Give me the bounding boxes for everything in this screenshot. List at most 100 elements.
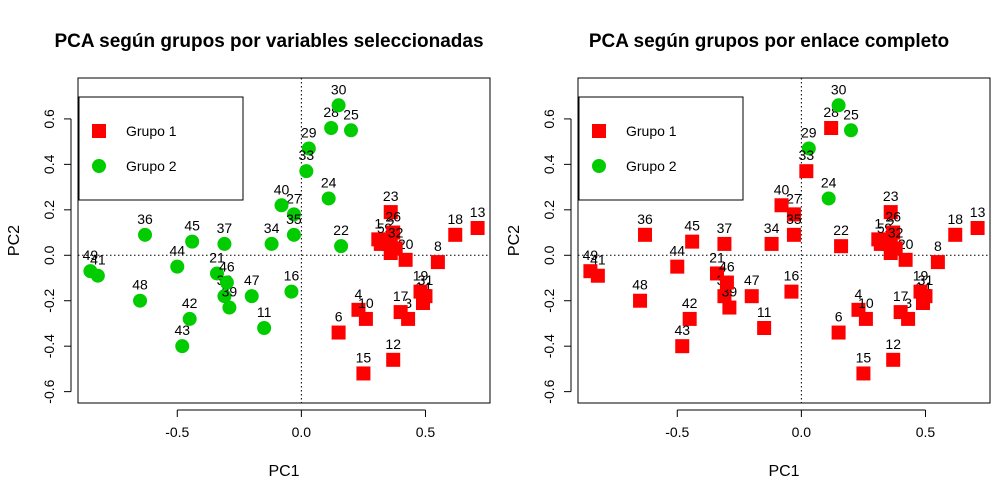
- data-point-grupo-2: [831, 98, 846, 113]
- data-point-grupo-2: [821, 191, 836, 206]
- point-label: 15: [356, 349, 372, 365]
- point-label: 11: [257, 304, 272, 320]
- point-label: 31: [918, 272, 934, 288]
- legend-label: Grupo 1: [126, 123, 177, 139]
- data-point-grupo-1: [470, 221, 485, 235]
- point-label: 2: [387, 215, 395, 231]
- point-label: 30: [831, 81, 847, 97]
- point-label: 46: [219, 259, 235, 275]
- point-label: 40: [274, 181, 290, 197]
- data-point-grupo-2: [244, 289, 259, 304]
- point-label: 13: [970, 204, 986, 220]
- legend-marker-circle-icon: [92, 159, 106, 173]
- data-point-grupo-1: [886, 225, 901, 240]
- data-point-grupo-2: [284, 284, 299, 299]
- point-label: 49: [83, 247, 99, 263]
- y-tick-label: 0.0: [41, 245, 57, 265]
- point-label: 44: [669, 243, 685, 259]
- point-label: 42: [182, 295, 198, 311]
- data-point-grupo-2: [344, 123, 359, 138]
- point-label: 35: [286, 211, 302, 227]
- data-point-grupo-2: [222, 300, 237, 315]
- point-label: 5: [877, 220, 885, 236]
- point-label: 47: [744, 272, 760, 288]
- data-point-grupo-2: [264, 236, 279, 251]
- point-label: 25: [843, 106, 859, 122]
- plot-frame: [77, 77, 491, 404]
- y-tick-label: -0.2: [41, 288, 57, 312]
- point-label: 5: [377, 220, 385, 236]
- data-point-grupo-1: [331, 325, 346, 340]
- point-label: 48: [132, 277, 148, 293]
- point-label: 35: [786, 211, 802, 227]
- data-point-grupo-1: [970, 221, 985, 235]
- y-tick-label: -0.4: [541, 334, 557, 358]
- legend-label: Grupo 2: [626, 158, 677, 174]
- data-point-grupo-1: [893, 305, 908, 320]
- data-point-grupo-1: [448, 227, 463, 242]
- point-label: 3: [404, 295, 412, 311]
- point-label: 32: [388, 224, 404, 240]
- data-point-grupo-1: [824, 121, 839, 135]
- point-label: 18: [447, 211, 463, 227]
- point-label: 4: [855, 286, 863, 302]
- legend-box: [78, 96, 244, 201]
- data-point-grupo-1: [717, 289, 732, 304]
- point-label: 41: [90, 252, 106, 268]
- data-point-grupo-1: [898, 252, 913, 267]
- point-label: 12: [385, 336, 401, 352]
- point-label: 33: [299, 147, 315, 163]
- legend-marker-square-icon: [92, 124, 106, 138]
- point-label: 2: [887, 215, 895, 231]
- data-point-grupo-1: [886, 352, 901, 367]
- data-point-grupo-1: [682, 311, 697, 326]
- data-point-grupo-1: [719, 275, 734, 290]
- data-point-grupo-1: [799, 164, 814, 179]
- point-label: 37: [717, 220, 733, 236]
- y-tick-label: 0.0: [541, 245, 557, 265]
- point-label: 3: [904, 295, 912, 311]
- point-label: 42: [682, 295, 698, 311]
- data-point-grupo-2: [170, 259, 185, 274]
- point-label: 27: [286, 190, 302, 206]
- data-point-grupo-1: [633, 293, 648, 308]
- y-tick-label: 0.2: [541, 200, 557, 220]
- data-point-grupo-1: [834, 239, 849, 254]
- point-label: 45: [184, 218, 200, 234]
- data-point-grupo-1: [398, 252, 413, 267]
- y-tick-label: 0.4: [41, 154, 57, 174]
- point-label: 13: [470, 204, 486, 220]
- point-label: 43: [174, 322, 190, 338]
- data-point-grupo-1: [358, 311, 373, 326]
- point-label: 44: [169, 243, 185, 259]
- chart-title: PCA según grupos por enlace completo: [589, 31, 949, 52]
- data-point-grupo-2: [274, 198, 289, 213]
- point-label: 29: [301, 124, 317, 140]
- data-point-grupo-1: [356, 366, 371, 381]
- x-axis-label: PC1: [268, 463, 299, 480]
- y-tick-label: -0.4: [41, 334, 57, 358]
- x-tick-label: -0.5: [165, 424, 189, 440]
- data-point-grupo-1: [757, 321, 772, 335]
- data-point-grupo-1: [883, 205, 898, 220]
- data-point-grupo-1: [717, 236, 732, 251]
- pca-panel-complete-linkage: PCA según grupos por enlace completo -0.5…: [506, 31, 991, 480]
- data-point-grupo-2: [331, 98, 346, 113]
- point-label: 47: [244, 272, 260, 288]
- point-label: 46: [719, 259, 735, 275]
- data-point-grupo-2: [138, 227, 153, 242]
- point-label: 23: [383, 188, 399, 204]
- data-point-grupo-1: [774, 198, 789, 213]
- data-point-grupo-2: [217, 236, 232, 251]
- x-tick-label: 0.0: [292, 424, 312, 440]
- data-point-grupo-2: [133, 293, 148, 308]
- point-label: 36: [637, 211, 653, 227]
- data-point-grupo-2: [324, 121, 339, 135]
- data-point-grupo-2: [801, 141, 816, 156]
- y-tick-label: 0.6: [41, 109, 57, 129]
- point-label: 11: [757, 304, 772, 320]
- data-point-grupo-2: [257, 321, 272, 335]
- data-point-grupo-1: [670, 259, 685, 274]
- data-point-grupo-1: [764, 236, 779, 251]
